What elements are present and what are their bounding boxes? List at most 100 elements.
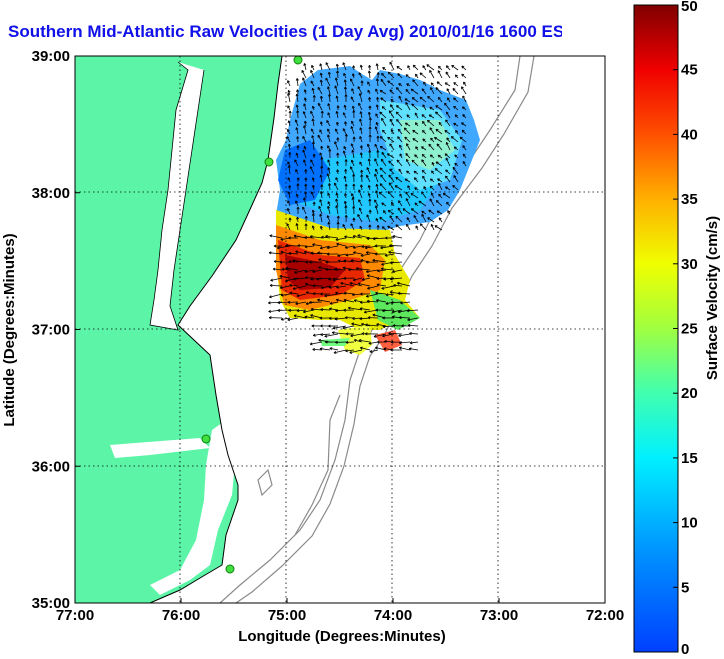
velocity-arrow: [349, 349, 363, 354]
velocity-arrow: [280, 285, 291, 289]
velocity-arrow: [429, 185, 435, 191]
velocity-arrow: [445, 169, 451, 175]
velocity-arrow: [368, 341, 379, 345]
velocity-arrow: [446, 137, 451, 143]
velocity-arrow: [435, 128, 443, 135]
velocity-arrow: [268, 301, 283, 304]
velocity-arrowhead: [309, 342, 313, 345]
velocity-arrow: [422, 104, 427, 111]
velocity-arrow: [309, 341, 323, 345]
velocity-arrowhead: [288, 260, 292, 263]
velocity-arrow: [444, 130, 451, 135]
velocity-arrowhead: [268, 251, 272, 254]
velocity-arrowhead: [335, 309, 338, 312]
velocity-arrowhead: [428, 143, 432, 146]
velocity-arrowhead: [317, 86, 321, 89]
velocity-arrow: [281, 268, 291, 271]
velocity-arrowhead: [337, 105, 340, 108]
velocity-arrow: [349, 282, 363, 287]
velocity-arrowhead: [328, 277, 331, 280]
velocity-arrowhead: [369, 224, 372, 228]
velocity-arrow: [411, 208, 419, 215]
velocity-arrowhead: [376, 78, 379, 81]
velocity-arrowhead: [328, 167, 331, 170]
velocity-arrowhead: [343, 308, 346, 311]
velocity-arrow: [351, 120, 355, 127]
velocity-arrow: [320, 285, 331, 289]
velocity-arrowhead: [306, 291, 309, 293]
velocity-arrowhead: [319, 129, 323, 132]
velocity-arrowhead: [336, 192, 339, 195]
velocity-arrowhead: [376, 104, 379, 107]
velocity-arrowhead: [409, 341, 413, 344]
velocity-arrow: [332, 332, 347, 335]
lon-tick-label: 77:00: [56, 607, 94, 624]
velocity-arrow: [375, 292, 387, 295]
velocity-arrow: [413, 215, 419, 223]
velocity-arrowhead: [398, 128, 401, 131]
velocity-arrow: [327, 173, 331, 183]
velocity-arrowhead: [382, 309, 385, 312]
velocity-arrowhead: [367, 143, 370, 146]
velocity-arrow: [329, 285, 339, 288]
station-marker: [293, 56, 303, 65]
velocity-arrow: [358, 189, 363, 199]
velocity-arrow: [293, 277, 307, 280]
velocity-arrowhead: [405, 191, 409, 194]
velocity-arrowhead: [431, 82, 434, 85]
velocity-arrowhead: [367, 81, 370, 84]
velocity-arrow: [399, 317, 411, 319]
velocity-arrowhead: [376, 298, 379, 301]
velocity-arrowhead: [377, 225, 380, 228]
velocity-arrow: [410, 193, 419, 199]
velocity-arrowhead: [396, 111, 399, 114]
velocity-arrowhead: [421, 213, 425, 216]
velocity-arrowhead: [435, 111, 439, 113]
velocity-arrowhead: [297, 206, 300, 210]
velocity-arrowhead: [408, 347, 412, 349]
velocity-arrowhead: [336, 121, 339, 125]
velocity-arrowhead: [388, 174, 392, 177]
velocity-arrow: [302, 206, 307, 215]
velocity-arrow: [285, 277, 299, 282]
velocity-arrowhead: [398, 316, 402, 318]
velocity-arrowhead: [380, 246, 383, 249]
velocity-arrowhead: [406, 158, 409, 161]
velocity-arrowhead: [367, 286, 370, 289]
velocity-arrowhead: [406, 198, 409, 201]
velocity-arrow: [406, 223, 411, 231]
velocity-arrow: [374, 199, 379, 207]
velocity-arrow: [280, 251, 291, 255]
velocity-arrowhead: [309, 260, 312, 263]
velocity-arrowhead: [288, 236, 291, 239]
x-axis-label: Longitude (Degrees:Minutes): [238, 628, 446, 645]
velocity-arrow: [427, 96, 435, 103]
colorbar-tick-label: 15: [681, 450, 698, 467]
velocity-arrow: [393, 284, 403, 287]
velocity-arrow: [381, 118, 387, 127]
velocity-arrowhead: [374, 173, 378, 176]
velocity-arrowhead: [392, 315, 395, 318]
velocity-arrowhead: [295, 200, 298, 203]
velocity-arrowhead: [344, 193, 348, 196]
velocity-arrow: [296, 104, 299, 111]
velocity-arrowhead: [359, 300, 363, 303]
grid: [75, 56, 605, 603]
velocity-arrow: [462, 161, 467, 167]
velocity-arrowhead: [360, 64, 363, 68]
velocity-arrowhead: [312, 284, 316, 287]
velocity-arrow: [430, 137, 435, 143]
velocity-arrow: [409, 348, 419, 351]
velocity-arrow: [428, 143, 435, 151]
velocity-arrow: [352, 235, 363, 239]
velocity-arrowhead: [337, 253, 340, 257]
velocity-arrowhead: [312, 333, 316, 336]
velocity-arrowhead: [357, 282, 361, 284]
velocity-arrowhead: [390, 301, 394, 304]
colorbar-ticks: 0 5 10 15 20 25 30 35 40 45 50: [673, 0, 698, 658]
velocity-arrowhead: [313, 201, 316, 205]
velocity-arrowhead: [321, 110, 324, 114]
velocity-arrow: [429, 127, 435, 135]
velocity-arrow: [296, 293, 307, 297]
velocity-arrow: [381, 152, 387, 159]
